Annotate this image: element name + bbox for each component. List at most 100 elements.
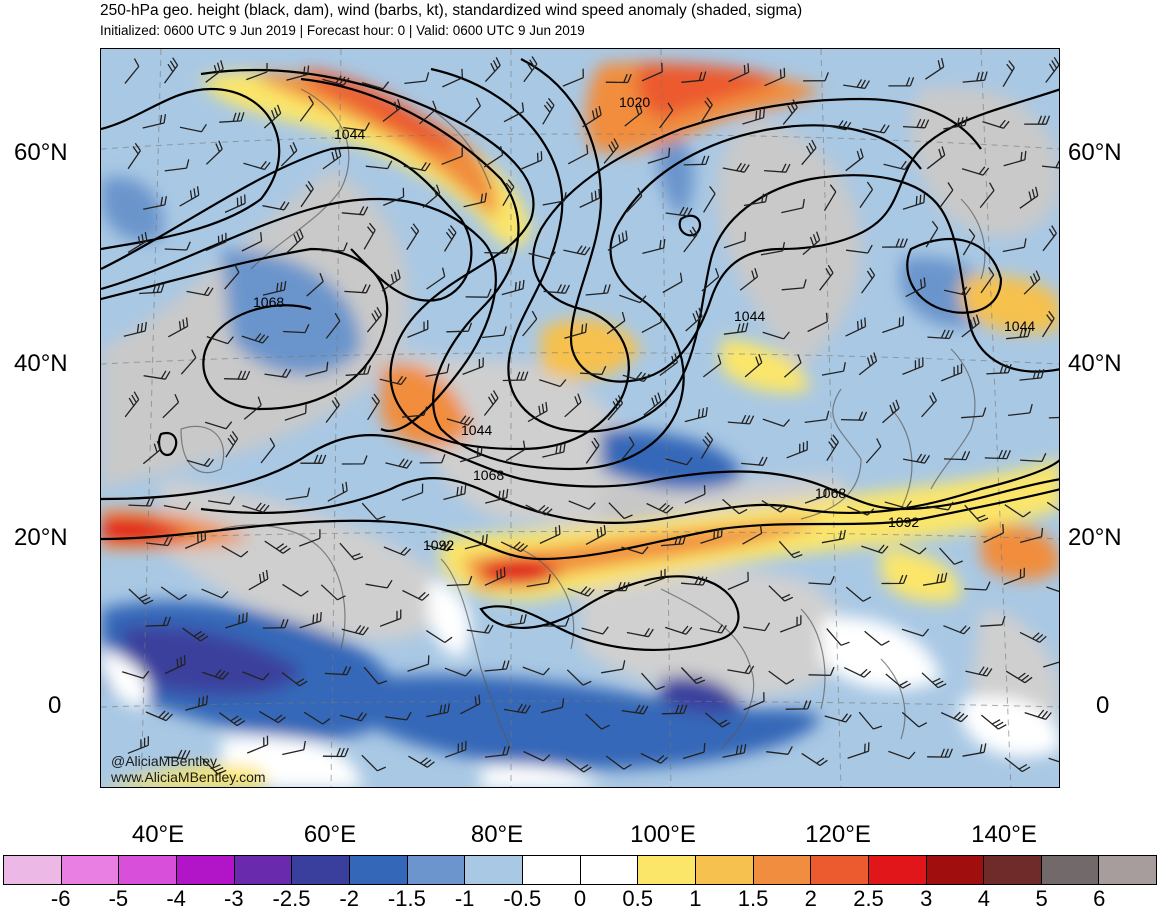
wind-barb [206,335,234,345]
wind-barb [585,284,611,296]
wind-barb [778,540,803,559]
wind-barb [785,700,812,710]
wind-barb [661,704,688,715]
colorbar-tick-label: -3 [224,886,244,911]
wind-barb [383,546,411,556]
colorbar-tick-label: 2.5 [853,886,884,911]
wind-barb [659,353,679,377]
colorbar-cell [1099,856,1157,884]
wind-barb [700,432,714,459]
wind-barb [781,198,805,214]
lon-label: 40°E [131,821,185,848]
wind-barb [682,743,706,760]
wind-barb [205,60,224,83]
wind-barb [282,583,309,597]
wind-barb [444,667,472,677]
wind-barb [964,581,991,591]
wind-barb [201,757,227,775]
wind-barb [379,609,402,627]
wind-barb [902,453,931,464]
wind-barb [484,57,501,83]
wind-barb [885,673,911,689]
wind-barb [248,569,269,591]
wind-barb [881,574,908,585]
wind-barb [845,317,867,337]
wind-barb [221,545,249,558]
wind-barb [306,272,324,297]
wind-barb [882,238,908,248]
wind-barb [341,206,369,216]
wind-barb [522,666,550,676]
wind-barb [482,326,507,339]
wind-barb [808,666,835,677]
colorbar-tick-label: -6 [50,886,71,911]
wind-barb [665,457,693,466]
wind-barb [162,393,180,419]
lat-label-left: 40°N [14,350,68,377]
wind-barb [164,241,191,251]
lat-label-right: 40°N [1068,350,1122,377]
wind-barb [381,269,401,292]
wind-barb [743,692,765,711]
wind-barb [322,747,349,758]
wind-barb [441,147,463,165]
wind-barb [762,331,790,340]
lon-label: 120°E [805,821,871,848]
wind-barb [939,182,954,209]
wind-barb [888,77,915,87]
wind-barb [242,502,270,513]
wind-barb [219,712,246,727]
wind-barb [243,396,262,420]
chart-title: 250-hPa geo. height (black, dam), wind (… [100,2,803,19]
wind-barb [563,245,591,256]
wind-barb [446,322,473,333]
wind-barb [764,163,791,173]
wind-barb [883,160,911,171]
wind-barb [1019,631,1047,643]
lon-label: 100°E [630,821,696,848]
wind-barb [622,371,650,383]
wind-barb [224,194,246,213]
wind-barb [286,65,310,81]
colorbar-cell [465,856,523,884]
wind-barb [979,182,995,209]
wind-barb [659,102,674,129]
wind-barb [661,535,687,547]
colorbar-tick-label: 3 [920,886,933,911]
wind-barb [768,585,794,602]
wind-barb [262,281,287,296]
credit-handle: @AliciaMBentley [111,753,218,769]
wind-barb [641,672,665,691]
wind-barb [343,122,370,132]
wind-barb [442,68,464,88]
wind-barb [641,313,662,333]
wind-barb [179,186,200,207]
wind-barb [722,743,747,758]
wind-barb [1019,186,1039,209]
wind-barb [462,357,484,376]
wind-barb [201,669,230,680]
wind-barb [722,162,750,173]
wind-barb [943,450,971,461]
colorbar-cell [580,856,639,884]
wind-barb [502,179,515,207]
wind-barb [847,505,875,516]
colorbar-cell [522,856,581,884]
wind-barb [640,752,668,764]
wind-barb [843,79,870,90]
wind-barb [581,626,609,635]
wind-barb [819,264,834,291]
wind-barb [884,500,912,509]
colorbar-cell [695,856,754,884]
wind-barb [585,713,610,730]
wind-barb [807,312,828,333]
wind-barb [339,542,364,561]
wind-barb [980,714,1007,730]
wind-barb [680,667,706,685]
colorbar-tick-label: -2 [339,886,359,911]
wind-barb [321,242,348,252]
wind-barb [284,404,307,421]
wind-barb [601,660,626,674]
colorbar-tick-label: 0.5 [622,886,653,911]
wind-barb [246,62,268,81]
